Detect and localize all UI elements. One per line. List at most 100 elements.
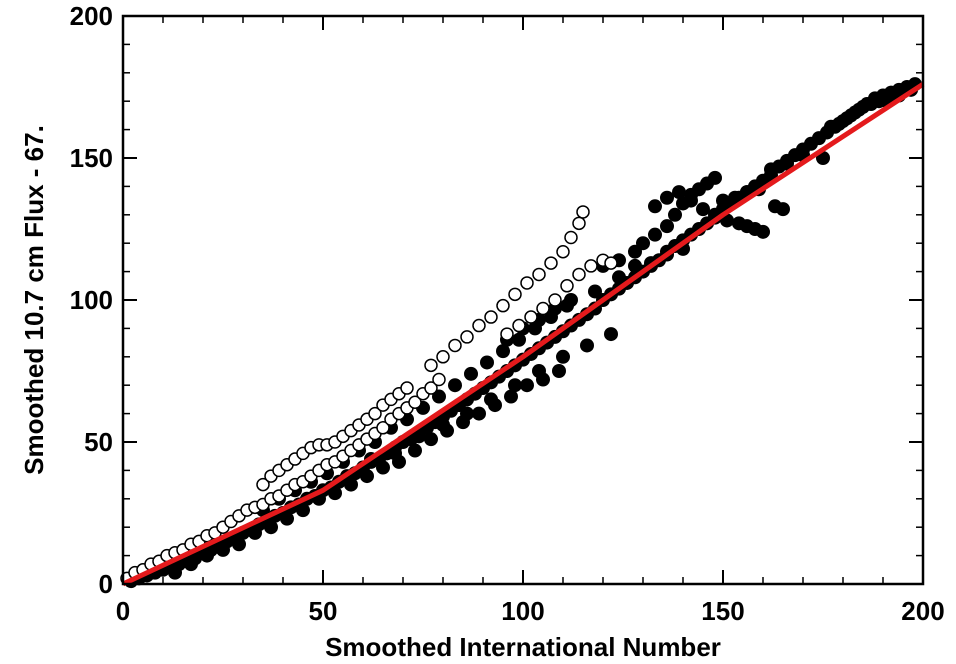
- y-tick-label: 100: [70, 285, 113, 315]
- filled-data-point: [764, 162, 778, 177]
- filled-data-point: [248, 525, 262, 540]
- filled-data-point: [672, 185, 686, 200]
- filled-data-point: [716, 193, 730, 208]
- x-tick-label: 50: [309, 596, 338, 626]
- open-data-point: [508, 287, 522, 302]
- open-data-point: [572, 267, 586, 282]
- filled-data-point: [756, 224, 770, 239]
- filled-data-point: [532, 364, 546, 378]
- filled-data-point: [512, 332, 526, 347]
- y-tick-label: 200: [70, 1, 113, 31]
- open-data-point: [520, 276, 534, 290]
- filled-data-point: [168, 565, 182, 580]
- filled-data-point: [388, 446, 402, 461]
- filled-data-point: [564, 293, 578, 307]
- open-data-point: [448, 338, 462, 353]
- filled-data-point: [200, 548, 214, 563]
- filled-data-point: [660, 219, 674, 234]
- filled-data-point: [360, 469, 374, 484]
- filled-data-point: [460, 406, 474, 421]
- filled-data-point: [448, 378, 462, 393]
- filled-data-point: [464, 366, 478, 381]
- open-data-point: [400, 381, 414, 395]
- filled-data-point: [660, 190, 674, 205]
- x-tick-label: 100: [501, 596, 544, 626]
- filled-data-point: [480, 355, 494, 370]
- open-data-point: [500, 327, 514, 341]
- open-data-point: [424, 358, 438, 373]
- filled-data-point: [668, 207, 682, 222]
- y-tick-label: 50: [84, 427, 113, 457]
- open-data-point: [548, 293, 562, 307]
- filled-data-point: [504, 389, 518, 404]
- filled-data-point: [376, 460, 390, 475]
- filled-data-point: [424, 432, 438, 447]
- filled-data-point: [472, 406, 486, 421]
- open-data-point: [556, 244, 570, 259]
- open-data-point: [576, 205, 590, 219]
- filled-data-point: [344, 477, 358, 492]
- filled-data-point: [520, 378, 534, 393]
- open-data-point: [560, 279, 574, 293]
- open-data-point: [544, 256, 558, 270]
- filled-data-point: [232, 537, 246, 552]
- filled-data-point: [556, 349, 570, 364]
- y-tick-label: 0: [99, 569, 113, 599]
- fit-line: [121, 82, 925, 587]
- x-tick-label: 200: [901, 596, 944, 626]
- open-data-point: [604, 256, 618, 270]
- plot-marks: [120, 77, 925, 589]
- axis-ticks: 0 50 100 150 200 0 50 100 150 200: [70, 1, 945, 626]
- filled-data-point: [296, 503, 310, 518]
- open-data-point: [484, 310, 498, 324]
- filled-data-point: [580, 338, 594, 353]
- filled-data-point: [776, 202, 790, 217]
- open-data-point: [424, 381, 438, 395]
- filled-data-point: [604, 327, 618, 342]
- open-data-point: [368, 406, 382, 421]
- filled-data-point: [728, 190, 742, 205]
- open-data-point: [460, 330, 474, 344]
- open-data-point: [256, 477, 270, 492]
- filled-data-point: [484, 392, 498, 407]
- filled-data-point: [408, 443, 422, 458]
- filled-data-point: [412, 429, 426, 444]
- open-data-point: [432, 372, 446, 387]
- open-data-point: [536, 301, 550, 316]
- filled-data-point: [328, 486, 342, 501]
- filled-data-point: [628, 258, 642, 273]
- open-data-point: [436, 350, 450, 364]
- open-data-point: [532, 267, 546, 282]
- filled-data-point: [708, 170, 722, 185]
- filled-data-point: [552, 364, 566, 378]
- filled-data-point: [216, 542, 230, 557]
- y-tick-label: 150: [70, 143, 113, 173]
- filled-data-point: [648, 227, 662, 242]
- filled-data-point: [184, 557, 198, 572]
- filled-data-point: [280, 511, 294, 526]
- open-data-point: [376, 421, 390, 435]
- x-axis-title: Smoothed International Number: [325, 632, 721, 662]
- plot-frame: [121, 14, 925, 586]
- open-data-point: [408, 395, 422, 409]
- filled-data-point: [612, 270, 626, 285]
- y-axis-title: Smoothed 10.7 cm Flux - 67.: [19, 125, 49, 475]
- filled-data-point: [636, 236, 650, 251]
- open-data-point: [564, 230, 578, 245]
- filled-data-point: [436, 417, 450, 432]
- filled-data-point: [588, 284, 602, 299]
- filled-data-point: [496, 344, 510, 359]
- open-data-point: [572, 216, 586, 231]
- open-data-point: [584, 259, 598, 273]
- x-tick-label: 150: [701, 596, 744, 626]
- filled-data-point: [264, 520, 278, 535]
- filled-data-point: [684, 193, 698, 208]
- filled-data-point: [648, 199, 662, 214]
- open-data-point: [496, 298, 510, 313]
- open-data-point: [512, 318, 526, 333]
- filled-data-point: [780, 156, 794, 171]
- open-data-point: [524, 310, 538, 324]
- filled-data-point: [508, 378, 522, 393]
- x-tick-label: 0: [116, 596, 130, 626]
